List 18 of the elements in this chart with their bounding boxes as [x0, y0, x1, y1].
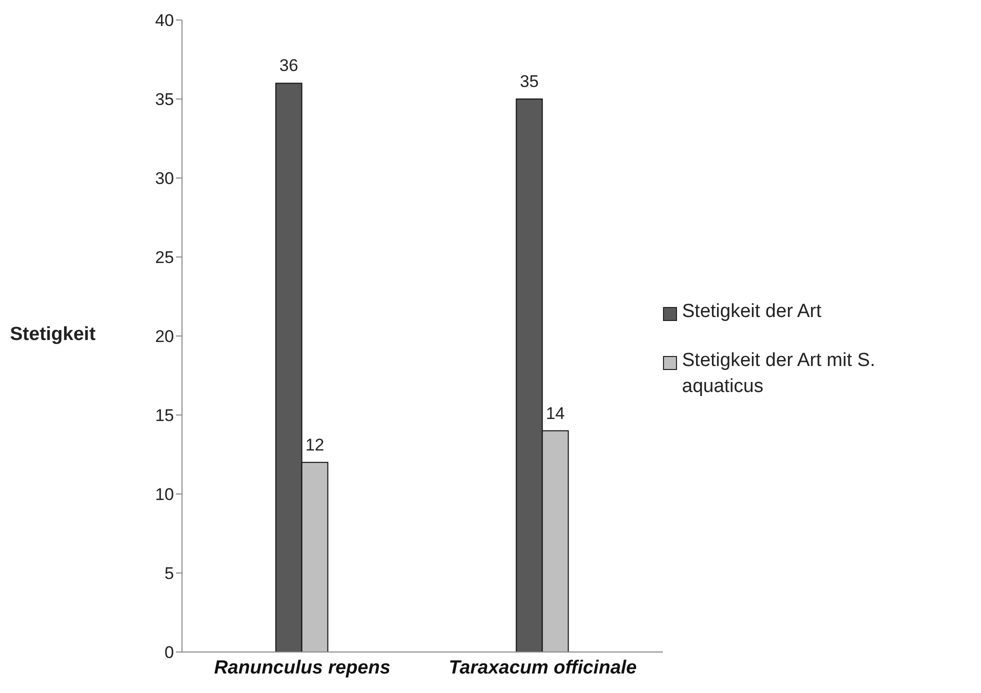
data-label: 35: [520, 72, 539, 91]
y-tick-label: 0: [164, 643, 174, 662]
y-tick-label: 30: [155, 169, 174, 188]
y-tick-label: 40: [155, 11, 174, 30]
legend-label: Stetigkeit der Art mit S. aquaticus: [682, 348, 876, 398]
data-label: 36: [279, 56, 298, 76]
x-tick-label: Taraxacum officinale: [448, 657, 638, 678]
data-label: 14: [546, 404, 565, 423]
y-tick-label: 25: [155, 248, 174, 268]
legend-label: Stetigkeit der Art: [682, 300, 822, 324]
y-tick-label: 10: [155, 485, 174, 504]
y-tick-label: 20: [155, 327, 174, 346]
y-axis-title: Stetigkeit: [10, 324, 96, 346]
y-tick-label: 15: [155, 406, 174, 426]
data-label: 12: [305, 435, 324, 454]
x-tick-label: Ranunculus repens: [214, 657, 390, 678]
y-tick-label: 5: [164, 564, 174, 584]
y-tick-label: 35: [155, 90, 174, 110]
